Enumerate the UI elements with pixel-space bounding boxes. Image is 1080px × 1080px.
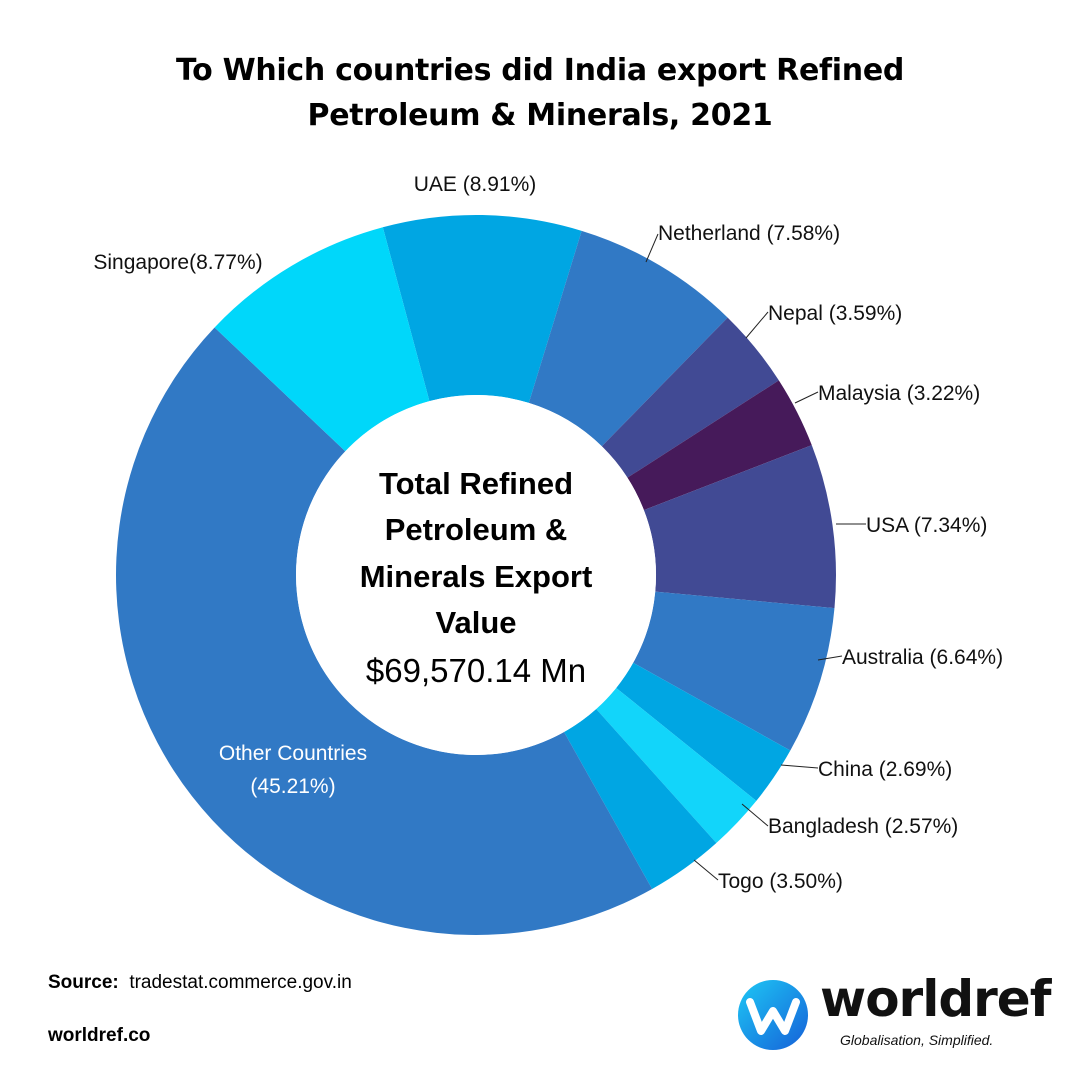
slice-label-bangladesh: Bangladesh (2.57%)	[768, 815, 958, 838]
chart-title-line-1: To Which countries did India export Refi…	[175, 53, 905, 88]
slice-australia	[633, 591, 835, 751]
slice-label-singapore: Singapore(8.77%)	[93, 251, 262, 274]
donut-hole	[296, 395, 656, 755]
slice-china	[616, 662, 791, 801]
chart-title-line-2: Petroleum & Minerals, 2021	[307, 98, 773, 133]
worldref-wordmark: worldref	[820, 970, 1051, 1028]
leader-line-netherland	[645, 233, 659, 263]
slice-singapore	[214, 227, 430, 452]
leader-line-malaysia	[794, 391, 819, 404]
slice-labels: UAE (8.91%) Netherland (7.58%) Nepal (3.59…	[93, 173, 1003, 893]
center-title-line-4: Value	[436, 605, 517, 640]
source-label: Source:	[48, 972, 119, 993]
worldref-logo: worldref Globalisation, Simplified.	[736, 970, 1051, 1054]
leader-line-australia	[817, 655, 843, 661]
center-title-line-2: Petroleum &	[385, 512, 568, 547]
center-title-line-1: Total Refined	[379, 466, 573, 501]
chart-title: To Which countries did India export Refi…	[0, 48, 1080, 138]
donut-slices	[115, 214, 836, 936]
leader-lines	[645, 233, 866, 881]
slice-label-nepal: Nepal (3.59%)	[768, 302, 902, 325]
slice-nepal	[601, 317, 779, 478]
slice-other-countries	[115, 327, 653, 936]
center-title-line-3: Minerals Export	[360, 559, 593, 594]
slice-label-other-countries-2: (45.21%)	[250, 775, 335, 798]
leader-line-china	[780, 764, 819, 769]
slice-netherland	[528, 230, 728, 447]
slice-label-malaysia: Malaysia (3.22%)	[818, 382, 980, 405]
center-text: Total Refined Petroleum & Minerals Expor…	[360, 466, 593, 689]
slice-label-china: China (2.69%)	[818, 758, 952, 781]
worldref-logo-icon	[738, 980, 808, 1050]
leader-line-nepal	[745, 311, 769, 339]
slice-label-uae: UAE (8.91%)	[414, 173, 537, 196]
leader-line-togo	[693, 859, 719, 881]
leader-line-bangladesh	[741, 803, 769, 827]
slice-usa	[643, 445, 836, 609]
slice-uae	[382, 214, 582, 403]
worldref-tagline: Globalisation, Simplified.	[840, 1032, 994, 1048]
slice-label-netherland: Netherland (7.58%)	[658, 222, 840, 245]
slice-label-usa: USA (7.34%)	[866, 514, 987, 537]
slice-bangladesh	[596, 687, 757, 844]
slice-label-other-countries-1: Other Countries	[219, 742, 367, 765]
source-line: Source: tradestat.commerce.gov.in	[48, 972, 352, 994]
slice-label-australia: Australia (6.64%)	[842, 646, 1003, 669]
center-total-value: $69,570.14 Mn	[366, 652, 586, 689]
site-url: worldref.co	[48, 1025, 151, 1046]
slice-togo	[564, 709, 717, 889]
slice-malaysia	[627, 380, 812, 511]
slice-label-togo: Togo (3.50%)	[718, 870, 843, 893]
source-value: tradestat.commerce.gov.in	[129, 972, 352, 993]
